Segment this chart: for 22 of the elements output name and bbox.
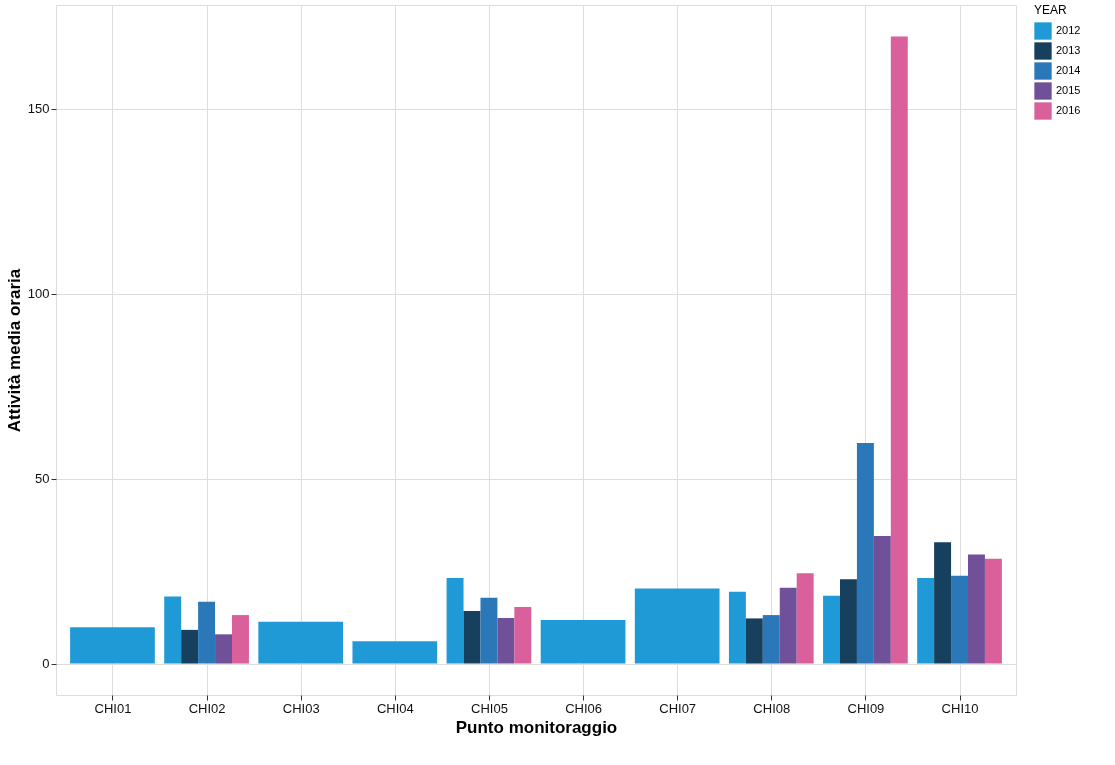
x-tick-label: CHI01 [94,700,132,716]
y-tick-label: 0 [42,656,50,672]
legend-title: YEAR [1034,3,1068,17]
x-tick-label: CHI09 [847,700,885,716]
y-tick-label: 100 [27,286,50,302]
x-tick-label: CHI10 [941,700,979,716]
x-tick-label: CHI06 [565,700,602,716]
x-tick-label: CHI08 [753,700,791,716]
y-tick-label: 150 [27,101,50,117]
x-tick-label: CHI03 [282,700,320,716]
legend-label: 2014 [1056,64,1081,76]
legend-label: 2012 [1056,24,1081,36]
x-axis-title: Punto monitoraggio [455,717,618,737]
y-axis-title: Attività media oraria [4,268,24,433]
x-tick-label: CHI07 [659,700,697,716]
x-tick-label: CHI04 [376,700,414,716]
legend-label: 2013 [1056,44,1081,56]
y-tick-label: 50 [35,471,50,487]
legend-label: 2016 [1056,104,1081,116]
legend-label: 2015 [1056,84,1081,96]
x-tick-label: CHI05 [471,700,508,716]
x-tick-label: CHI02 [188,700,226,716]
